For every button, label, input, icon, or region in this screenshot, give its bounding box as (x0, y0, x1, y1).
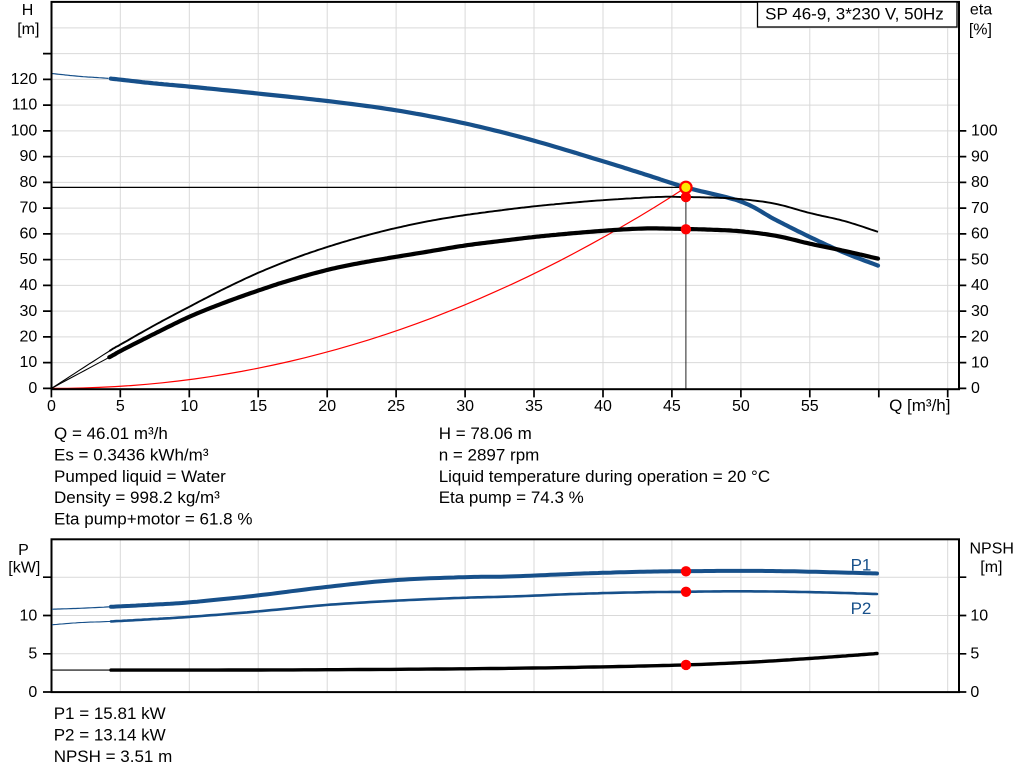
svg-text:n = 2897 rpm: n = 2897 rpm (439, 446, 540, 465)
svg-text:NPSH = 3.51 m: NPSH = 3.51 m (54, 747, 173, 766)
svg-text:55: 55 (801, 398, 819, 415)
svg-text:50: 50 (732, 398, 750, 415)
svg-text:NPSH: NPSH (969, 540, 1013, 557)
svg-text:50: 50 (971, 251, 989, 268)
svg-text:5: 5 (28, 646, 37, 663)
svg-text:20: 20 (971, 329, 989, 346)
svg-text:H = 78.06 m: H = 78.06 m (439, 424, 532, 443)
svg-text:P2 = 13.14 kW: P2 = 13.14 kW (54, 726, 166, 745)
svg-text:Q = 46.01 m³/h: Q = 46.01 m³/h (54, 424, 168, 443)
svg-text:50: 50 (20, 251, 38, 268)
svg-text:Density = 998.2 kg/m³: Density = 998.2 kg/m³ (54, 488, 220, 507)
svg-text:15: 15 (249, 398, 267, 415)
svg-text:25: 25 (387, 398, 405, 415)
svg-text:30: 30 (456, 398, 474, 415)
svg-text:P1: P1 (851, 555, 872, 574)
svg-text:30: 30 (20, 303, 38, 320)
svg-text:100: 100 (11, 123, 38, 140)
svg-text:70: 70 (20, 200, 38, 217)
svg-text:70: 70 (971, 200, 989, 217)
svg-text:0: 0 (28, 380, 37, 397)
svg-text:P1 = 15.81 kW: P1 = 15.81 kW (54, 704, 166, 723)
svg-text:Pumped liquid = Water: Pumped liquid = Water (54, 467, 226, 486)
svg-text:120: 120 (11, 71, 38, 88)
svg-text:0: 0 (28, 684, 37, 701)
svg-text:10: 10 (971, 354, 989, 371)
svg-text:Liquid temperature during oper: Liquid temperature during operation = 20… (439, 467, 770, 486)
svg-text:10: 10 (20, 354, 38, 371)
svg-text:Es = 0.3436 kWh/m³: Es = 0.3436 kWh/m³ (54, 446, 209, 465)
svg-text:10: 10 (180, 398, 198, 415)
svg-text:[kW]: [kW] (8, 560, 40, 577)
svg-text:80: 80 (971, 174, 989, 191)
svg-text:5: 5 (116, 398, 125, 415)
svg-text:5: 5 (970, 646, 979, 663)
svg-text:10: 10 (20, 607, 38, 624)
svg-text:[m]: [m] (980, 559, 1002, 576)
svg-text:30: 30 (971, 303, 989, 320)
svg-text:40: 40 (971, 277, 989, 294)
svg-text:0: 0 (971, 380, 980, 397)
svg-text:40: 40 (594, 398, 612, 415)
svg-text:100: 100 (971, 123, 998, 140)
svg-text:45: 45 (663, 398, 681, 415)
svg-text:40: 40 (20, 277, 38, 294)
svg-text:[m]: [m] (17, 21, 39, 38)
svg-text:eta: eta (970, 2, 992, 19)
svg-text:60: 60 (20, 226, 38, 243)
svg-text:10: 10 (970, 607, 988, 624)
svg-text:80: 80 (20, 174, 38, 191)
svg-text:P2: P2 (851, 599, 872, 618)
svg-text:Eta pump = 74.3 %: Eta pump = 74.3 % (439, 488, 584, 507)
svg-text:Eta pump+motor = 61.8 %: Eta pump+motor = 61.8 % (54, 509, 252, 528)
svg-text:0: 0 (970, 684, 979, 701)
svg-text:Q [m³/h]: Q [m³/h] (889, 396, 950, 415)
svg-text:90: 90 (20, 148, 38, 165)
svg-text:35: 35 (525, 398, 543, 415)
svg-text:P: P (18, 542, 29, 559)
svg-text:20: 20 (318, 398, 336, 415)
svg-text:60: 60 (971, 226, 989, 243)
svg-text:H: H (22, 2, 34, 19)
svg-text:[%]: [%] (969, 22, 992, 39)
svg-text:0: 0 (47, 398, 56, 415)
svg-text:20: 20 (20, 329, 38, 346)
svg-text:110: 110 (12, 97, 38, 114)
svg-text:90: 90 (971, 148, 989, 165)
svg-text:SP 46-9, 3*230 V, 50Hz: SP 46-9, 3*230 V, 50Hz (765, 5, 944, 24)
